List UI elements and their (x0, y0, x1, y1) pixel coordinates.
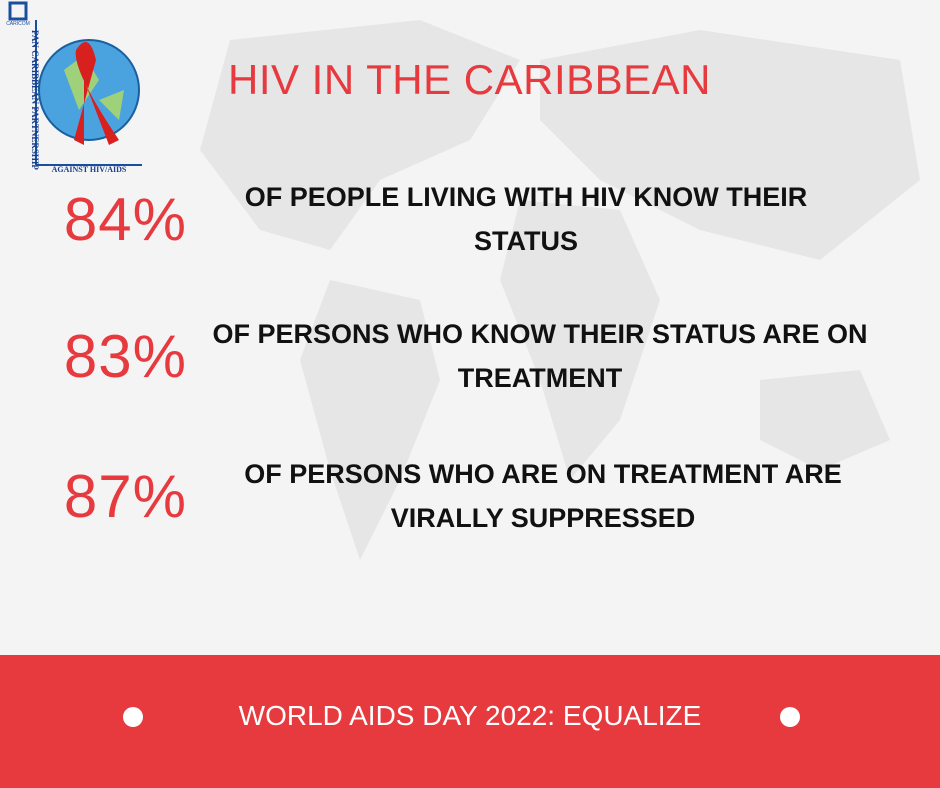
stat-value: 84% (63, 185, 187, 253)
footer: WORLD AIDS DAY 2022: EQUALIZE (0, 655, 940, 788)
logo-badge: CARICOM (6, 21, 30, 27)
stat-text: OF PERSONS WHO KNOW THEIR STATUS ARE ON … (212, 319, 868, 393)
caricom-icon (8, 1, 28, 21)
logo: CARICOM PAN CARIBBEAN PARTNERSHIP AGAINS… (6, 1, 142, 174)
stat-text: OF PERSONS WHO ARE ON TREATMENT ARE VIRA… (244, 459, 842, 533)
stat-row: 87% OF PERSONS WHO ARE ON TREATMENT ARE V… (52, 452, 883, 540)
stat-value: 83% (63, 322, 187, 390)
stat-value: 87% (63, 462, 187, 530)
bullet (780, 707, 800, 727)
bullet (123, 707, 143, 727)
stat-row: 84% OF PEOPLE LIVING WITH HIV KNOW THEIR … (52, 175, 851, 263)
logo-bottom-text: AGAINST HIV/AIDS (52, 165, 127, 174)
stat-row: 83% OF PERSONS WHO KNOW THEIR STATUS ARE … (52, 312, 885, 400)
footer-text: WORLD AIDS DAY 2022: EQUALIZE (238, 700, 702, 731)
world-map (200, 20, 920, 560)
logo-vertical-text: PAN CARIBBEAN PARTNERSHIP (30, 30, 40, 170)
title: HIV IN THE CARIBBEAN (228, 56, 711, 103)
stat-text: OF PEOPLE LIVING WITH HIV KNOW THEIR STA… (244, 182, 808, 256)
